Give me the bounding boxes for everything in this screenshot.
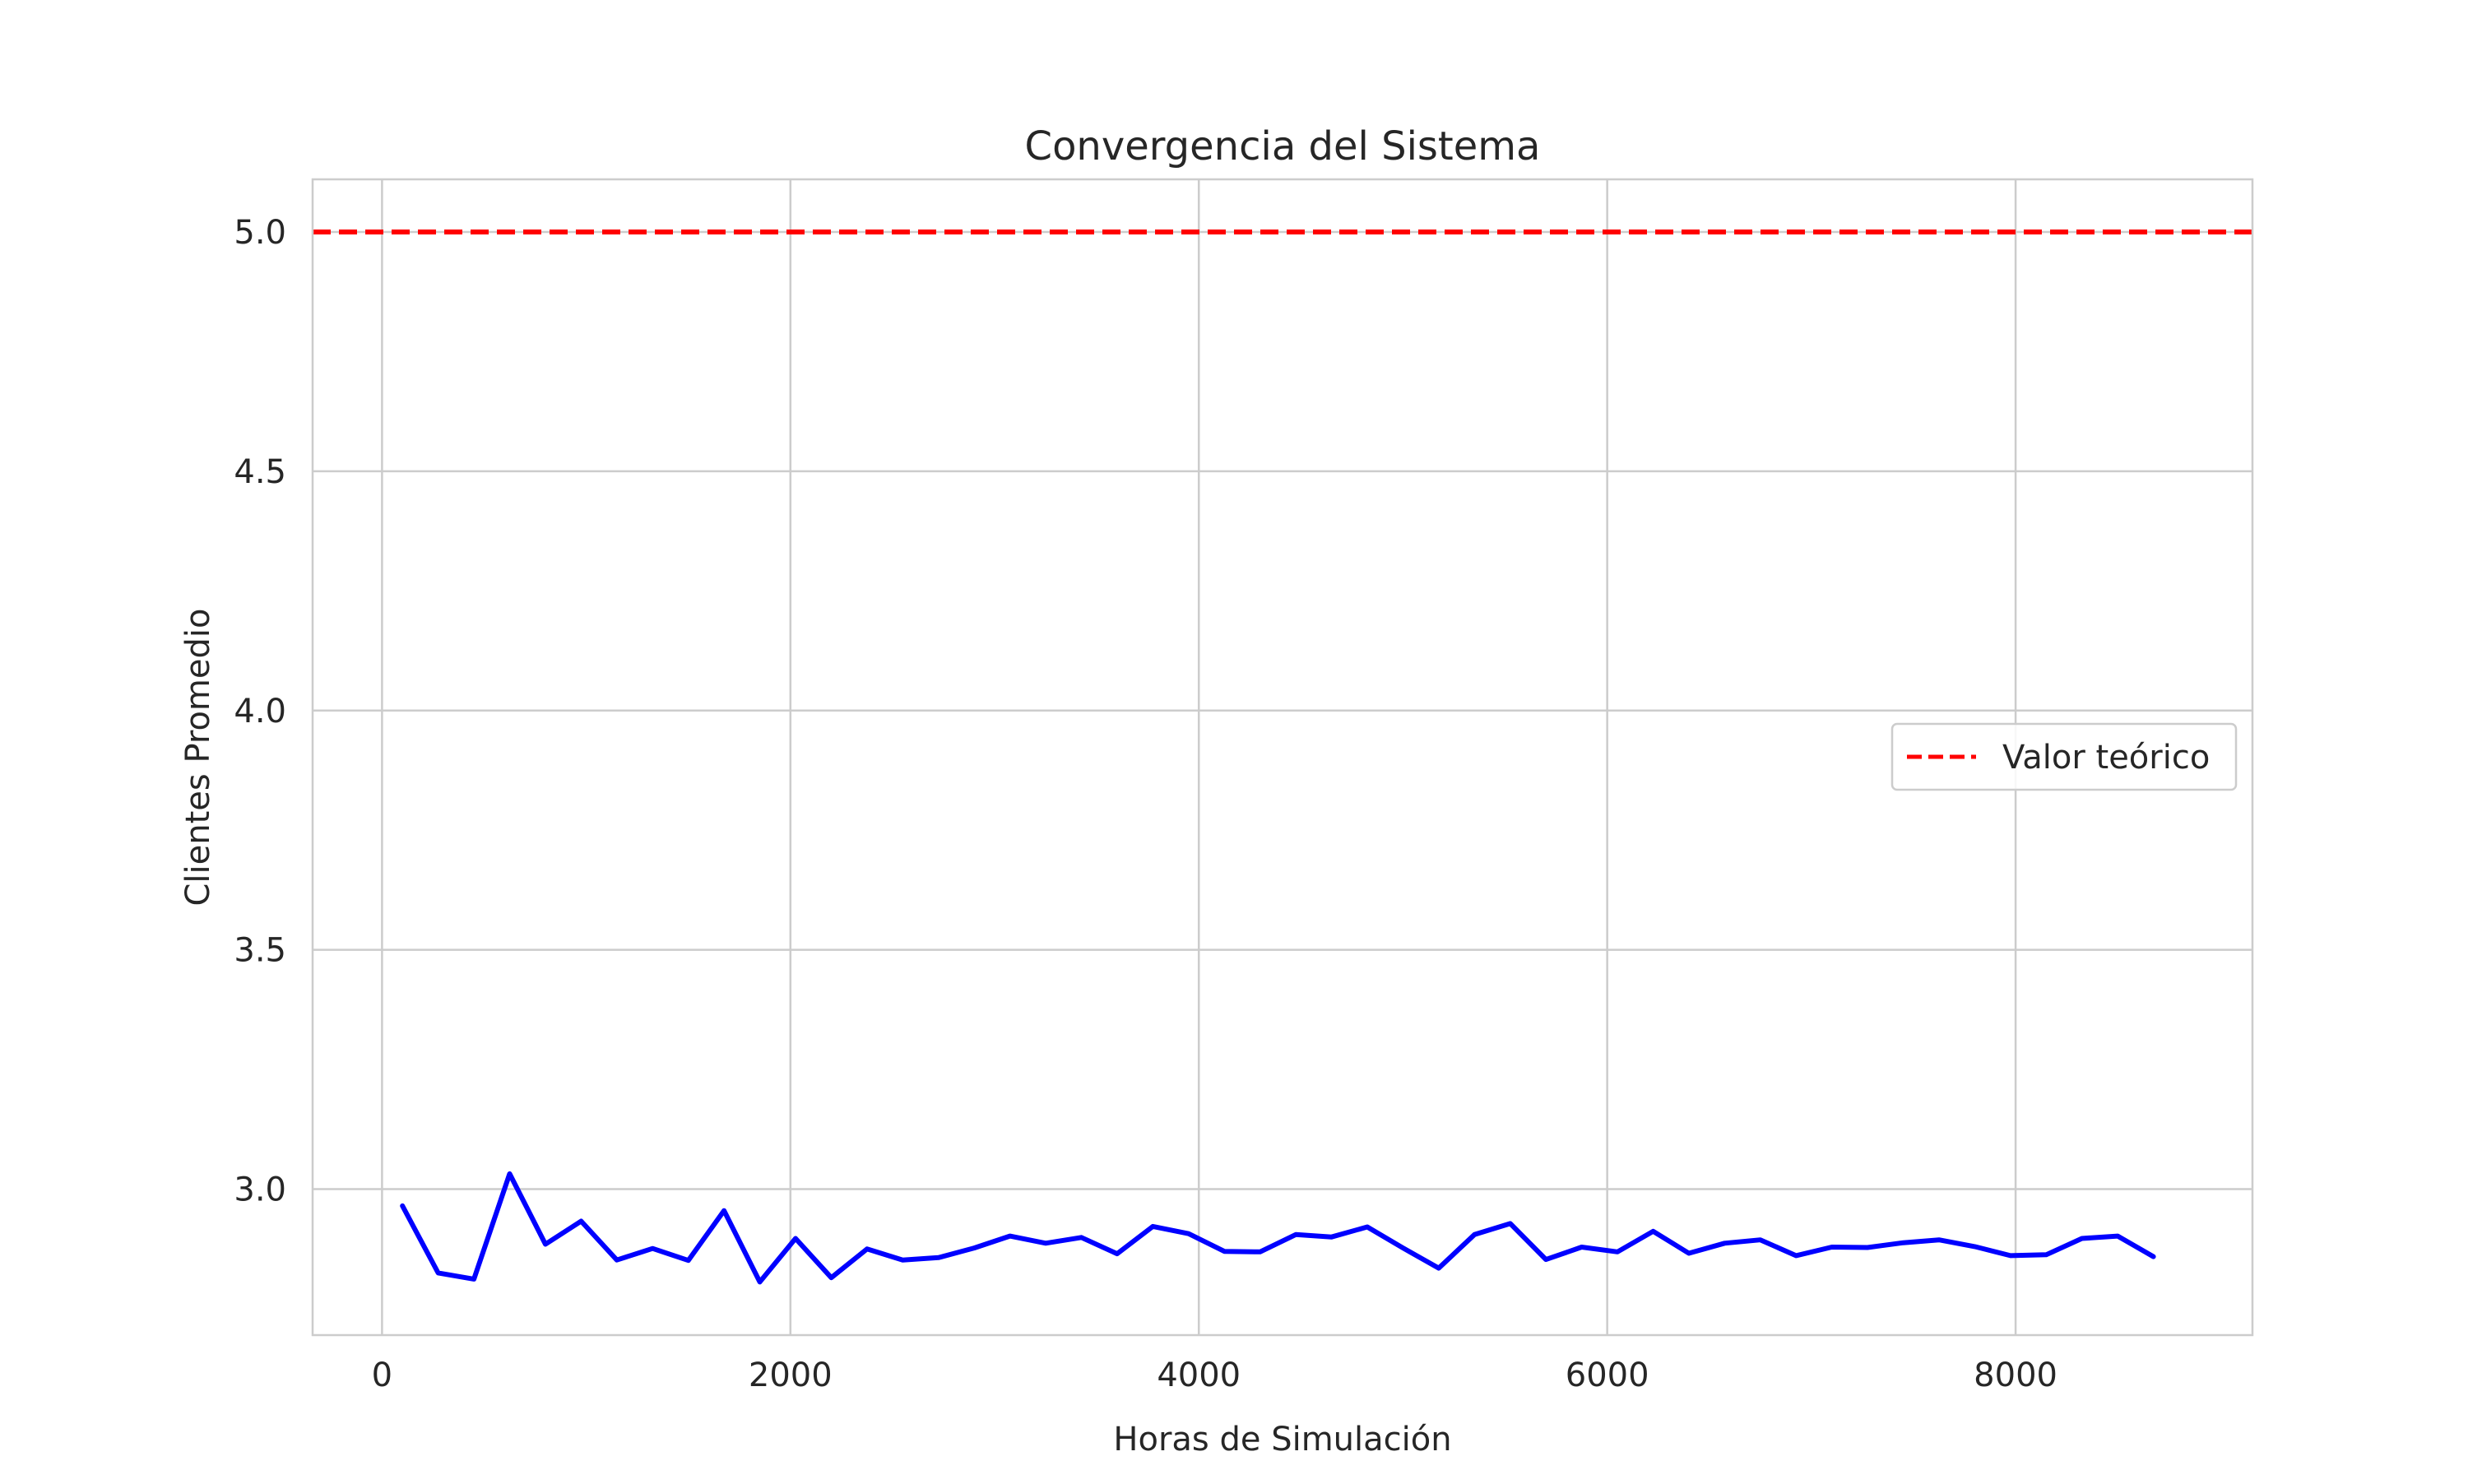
legend-box xyxy=(1890,722,2238,791)
y-tick-label-4: 4.0 xyxy=(234,693,286,730)
y-tick-label-5: 5.0 xyxy=(234,214,286,252)
chart-title: Convergencia del Sistema xyxy=(1025,123,1541,169)
x-tick-label-6000: 6000 xyxy=(1566,1356,1649,1394)
series-group xyxy=(313,230,2252,1285)
x-tick-label-0: 0 xyxy=(372,1356,392,1394)
series-line-clientes-promedio xyxy=(400,1171,2156,1285)
legend: Valor teórico xyxy=(1890,722,2238,791)
y-tick-label-4.5: 4.5 xyxy=(234,453,286,491)
y-tick-label-3: 3.0 xyxy=(234,1171,286,1209)
tick-labels: 0 2000 4000 6000 8000 3.0 3.5 4.0 4.5 5.0 xyxy=(234,214,2057,1394)
x-tick-label-2000: 2000 xyxy=(749,1356,833,1394)
y-tick-label-3.5: 3.5 xyxy=(234,932,286,970)
plot-frame xyxy=(311,178,2254,1337)
legend-label-valor-teorico: Valor teórico xyxy=(2002,739,2210,777)
y-axis-label: Clientes Promedio xyxy=(179,609,217,907)
x-tick-label-4000: 4000 xyxy=(1157,1356,1241,1394)
x-tick-label-8000: 8000 xyxy=(1974,1356,2057,1394)
x-axis-label: Horas de Simulación xyxy=(1113,1421,1451,1458)
